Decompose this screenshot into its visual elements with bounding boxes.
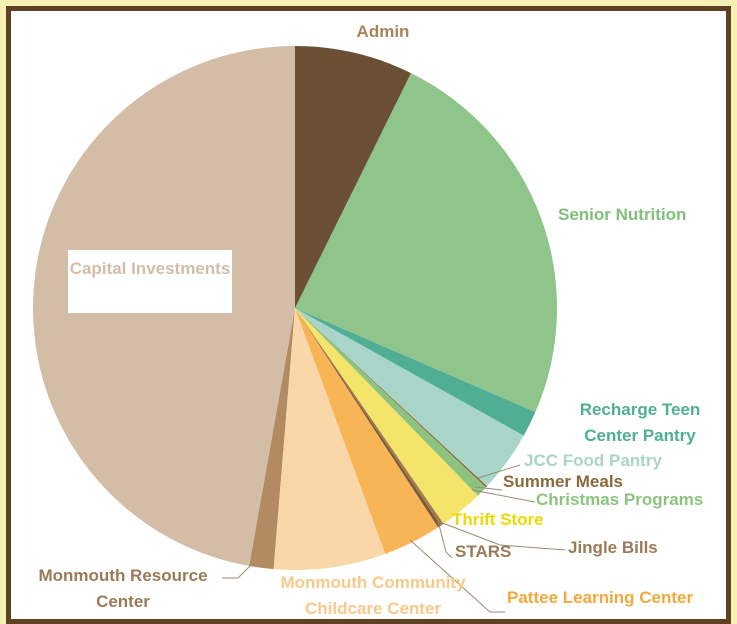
slice-label: Christmas Programs (536, 490, 704, 509)
pie-slice (295, 308, 524, 487)
slice-label: Monmouth Community Childcare Center (280, 573, 466, 618)
pie-slice (295, 308, 444, 526)
leader-lines (222, 464, 566, 613)
slice-label: Senior Nutrition (558, 205, 687, 224)
slice-label: Thrift Store (452, 510, 544, 529)
leader-line (477, 464, 521, 479)
slice-label: Recharge Teen Center Pantry (579, 400, 701, 445)
slice-label: Jingle Bills (568, 538, 658, 557)
leader-line (222, 563, 253, 579)
pie-slice (295, 308, 478, 524)
pie-slice (295, 308, 439, 554)
pie-slice (295, 308, 441, 528)
pie-slice (295, 308, 488, 488)
slice-label: Summer Meals (503, 472, 623, 491)
leader-line (474, 486, 503, 491)
pie-slice (249, 308, 295, 570)
leader-line (437, 520, 453, 559)
pie-slice (295, 308, 486, 496)
slice-label: Pattee Learning Center (507, 588, 694, 607)
pie-slice (295, 46, 412, 308)
slice-label: STARS (455, 542, 512, 561)
pie-slice (273, 308, 386, 570)
pie-slice (295, 73, 557, 413)
slice-label: JCC Food Pantry (524, 451, 662, 470)
pie-slice (295, 308, 536, 436)
leader-line (409, 539, 505, 613)
label-box (68, 250, 232, 313)
slice-label: Capital Investments (69, 259, 231, 278)
leader-line (439, 521, 566, 551)
slice-label: Admin (356, 22, 410, 41)
slice-label: Monmouth Resource Center (38, 566, 208, 611)
leader-line (471, 489, 536, 503)
